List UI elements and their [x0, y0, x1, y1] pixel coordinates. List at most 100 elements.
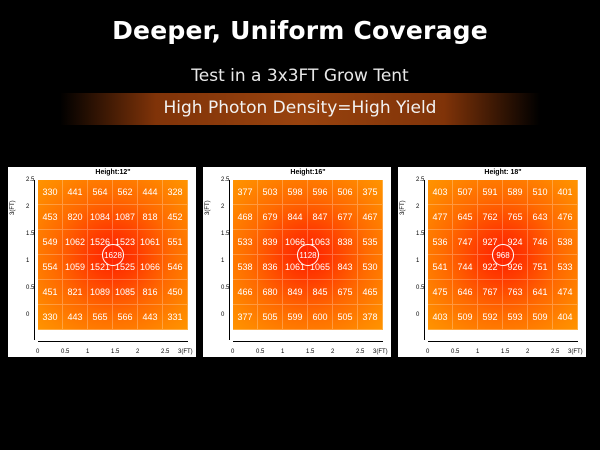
y-axis-line — [424, 180, 425, 340]
heatmap-cell: 507 — [453, 180, 478, 205]
x-tick-label: 1.5 — [501, 349, 510, 355]
panel-title: Height:12" — [95, 169, 131, 176]
x-axis-label: 3(FT) — [568, 349, 583, 355]
heatmap-cell: 926 — [503, 255, 528, 280]
heatmap-cell: 377 — [233, 305, 258, 330]
page-title: Deeper, Uniform Coverage — [112, 16, 488, 45]
heatmap-cell: 849 — [283, 280, 308, 305]
x-tick-label: 0 — [426, 349, 430, 355]
heatmap-cell: 1526 — [88, 230, 113, 255]
heatmap-cell: 444 — [138, 180, 163, 205]
heatmap-panel: Height: 18" 3(FT) 2.5 2 1.5 1 0.5 0 403 507 591 589… — [398, 167, 586, 357]
heatmap-cell: 510 — [528, 180, 553, 205]
heatmap-cell: 746 — [528, 230, 553, 255]
x-axis-label: 3(FT) — [178, 349, 193, 355]
y-tick-label: 1.5 — [221, 231, 230, 237]
page-subtitle: Test in a 3x3FT Grow Tent — [191, 66, 409, 86]
y-tick-label: 2 — [221, 204, 225, 210]
heatmap-cell: 589 — [503, 180, 528, 205]
heatmap-cell: 505 — [258, 305, 283, 330]
heatmap-cell: 679 — [258, 205, 283, 230]
heatmap-cell: 475 — [428, 280, 453, 305]
heatmap-panel: Height:12" 3(FT) 2.5 2 1.5 1 0.5 0 330 441 564 562 4… — [8, 167, 196, 357]
x-tick-label: 1.5 — [306, 349, 315, 355]
heatmap-cell: 744 — [453, 255, 478, 280]
heatmap-panel: Height:16" 3(FT) 2.5 2 1.5 1 0.5 0 377 503 598 596 5… — [203, 167, 391, 357]
heatmap-grid: 377 503 598 596 506 375 468 679 844 847 677 467 533 8… — [233, 180, 383, 330]
panel-title: Height: 18" — [484, 169, 522, 176]
heatmap-cell: 1065 — [308, 255, 333, 280]
heatmap-cell: 538 — [553, 230, 578, 255]
heatmap-cell: 1085 — [113, 280, 138, 305]
heatmap-cell: 404 — [553, 305, 578, 330]
y-tick-label: 1 — [221, 258, 225, 264]
heatmap-cell: 1525 — [113, 255, 138, 280]
heatmap-grid: 330 441 564 562 444 328 453 820 1084 1087 818 452 54… — [38, 180, 188, 330]
y-axis-line — [34, 180, 35, 340]
heatmap-cell: 476 — [553, 205, 578, 230]
x-tick-label: 0.5 — [256, 349, 265, 355]
heatmap-cell: 598 — [283, 180, 308, 205]
heatmap-cell: 765 — [503, 205, 528, 230]
heatmap-cell: 450 — [163, 280, 188, 305]
heatmap-cell: 762 — [478, 205, 503, 230]
heatmap-cell: 922 — [478, 255, 503, 280]
heatmap-cell: 565 — [88, 305, 113, 330]
heatmap-cell: 1084 — [88, 205, 113, 230]
heatmap-cell: 836 — [258, 255, 283, 280]
heatmap-cell: 1066 — [138, 255, 163, 280]
heatmap-cell: 541 — [428, 255, 453, 280]
heatmap-cell: 646 — [453, 280, 478, 305]
y-tick-label: 0 — [416, 312, 420, 318]
heatmap-cell: 546 — [163, 255, 188, 280]
heatmap-cell: 591 — [478, 180, 503, 205]
heatmap-cell: 1061 — [138, 230, 163, 255]
heatmap-cell: 562 — [113, 180, 138, 205]
y-tick-label: 0 — [26, 312, 30, 318]
heatmap-cell: 377 — [233, 180, 258, 205]
heatmap-cell: 375 — [358, 180, 383, 205]
heatmap-cell: 401 — [553, 180, 578, 205]
x-tick-label: 2.5 — [551, 349, 560, 355]
heatmap-cell: 599 — [283, 305, 308, 330]
y-tick-label: 1.5 — [26, 231, 35, 237]
heatmap-cell: 1523 — [113, 230, 138, 255]
x-tick-label: 2 — [331, 349, 335, 355]
heatmap-cell: 596 — [308, 180, 333, 205]
heatmap-cell: 645 — [453, 205, 478, 230]
heatmap-cell: 1089 — [88, 280, 113, 305]
heatmap-cell: 1066 — [283, 230, 308, 255]
heatmap-cell: 533 — [553, 255, 578, 280]
y-tick-label: 2.5 — [416, 177, 425, 183]
heatmap-cell: 767 — [478, 280, 503, 305]
heatmap-cell: 1087 — [113, 205, 138, 230]
heatmap-cell: 554 — [38, 255, 63, 280]
center-reading: 968 — [492, 244, 514, 266]
heatmap-cell: 600 — [308, 305, 333, 330]
heatmap-cell: 643 — [528, 205, 553, 230]
y-tick-label: 0.5 — [416, 285, 425, 291]
heatmap-cell: 533 — [233, 230, 258, 255]
heatmap-cell: 535 — [358, 230, 383, 255]
heatmap-cell: 503 — [258, 180, 283, 205]
heatmap-cell: 675 — [333, 280, 358, 305]
y-tick-label: 1 — [416, 258, 420, 264]
x-tick-label: 1 — [476, 349, 480, 355]
y-tick-label: 2 — [26, 204, 30, 210]
heatmap-grid: 403 507 591 589 510 401 477 645 762 765 643 476 536 7… — [428, 180, 578, 330]
x-axis-label: 3(FT) — [373, 349, 388, 355]
heatmap-cell: 551 — [163, 230, 188, 255]
heatmap-cell: 1059 — [63, 255, 88, 280]
heatmap-cell: 467 — [358, 205, 383, 230]
y-tick-label: 2.5 — [221, 177, 230, 183]
heatmap-cell: 330 — [38, 305, 63, 330]
panel-title: Height:16" — [290, 169, 326, 176]
y-tick-label: 2.5 — [26, 177, 35, 183]
x-tick-label: 1 — [86, 349, 90, 355]
center-reading: 1128 — [297, 244, 319, 266]
x-tick-label: 0 — [36, 349, 40, 355]
heatmap-cell: 477 — [428, 205, 453, 230]
heatmap-cell: 505 — [333, 305, 358, 330]
heatmap-cell: 924 — [503, 230, 528, 255]
heatmap-cell: 747 — [453, 230, 478, 255]
